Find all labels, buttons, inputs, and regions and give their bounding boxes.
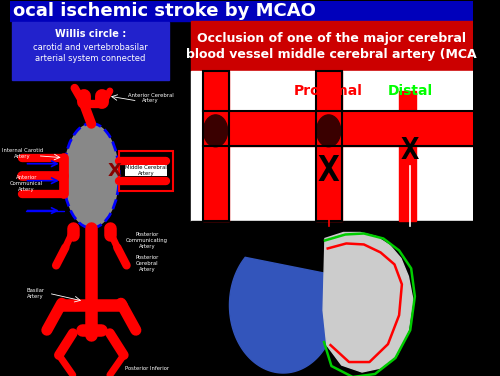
Bar <box>399 91 416 221</box>
Text: Posterior Inferior: Posterior Inferior <box>125 365 169 370</box>
Text: Anterior
Communical
Artery: Anterior Communical Artery <box>10 175 43 192</box>
Ellipse shape <box>64 123 119 228</box>
Text: Occlusion of one of the major cerebral: Occlusion of one of the major cerebral <box>197 32 466 45</box>
Text: Proximal: Proximal <box>294 84 363 98</box>
Text: Anterior Cerebral
Artery: Anterior Cerebral Artery <box>128 92 174 103</box>
Text: Posterior
Cerebral
Artery: Posterior Cerebral Artery <box>136 255 158 272</box>
Bar <box>190 21 474 71</box>
Bar <box>190 71 474 221</box>
Text: arterial system connected: arterial system connected <box>35 54 146 62</box>
Text: X: X <box>401 136 419 165</box>
Text: X: X <box>108 162 122 180</box>
Bar <box>119 151 173 191</box>
Text: carotid and vertebrobasilar: carotid and vertebrobasilar <box>33 42 148 52</box>
Polygon shape <box>230 257 337 373</box>
Bar <box>12 22 169 80</box>
Text: X: X <box>318 154 340 188</box>
Text: Distal: Distal <box>388 84 433 98</box>
Bar <box>190 221 474 376</box>
Bar <box>202 71 228 221</box>
Ellipse shape <box>316 115 340 147</box>
Text: Internal Carotid
Artery: Internal Carotid Artery <box>2 149 43 159</box>
Text: blood vessel middle cerebral artery (MCA: blood vessel middle cerebral artery (MCA <box>186 48 476 61</box>
Text: ocal ischemic stroke by MCAO: ocal ischemic stroke by MCAO <box>14 2 316 20</box>
Bar <box>202 71 228 221</box>
Bar <box>202 111 480 146</box>
Ellipse shape <box>204 115 228 147</box>
Polygon shape <box>323 232 413 372</box>
Bar <box>316 71 342 221</box>
Text: Basilar
Artery: Basilar Artery <box>26 288 45 299</box>
Text: Posterior
Communicating
Artery: Posterior Communicating Artery <box>126 232 168 249</box>
Bar <box>10 1 473 21</box>
Text: Middle Cerebral
Artery: Middle Cerebral Artery <box>125 165 167 176</box>
Bar <box>316 71 342 221</box>
Text: Willis circle :: Willis circle : <box>55 29 126 39</box>
